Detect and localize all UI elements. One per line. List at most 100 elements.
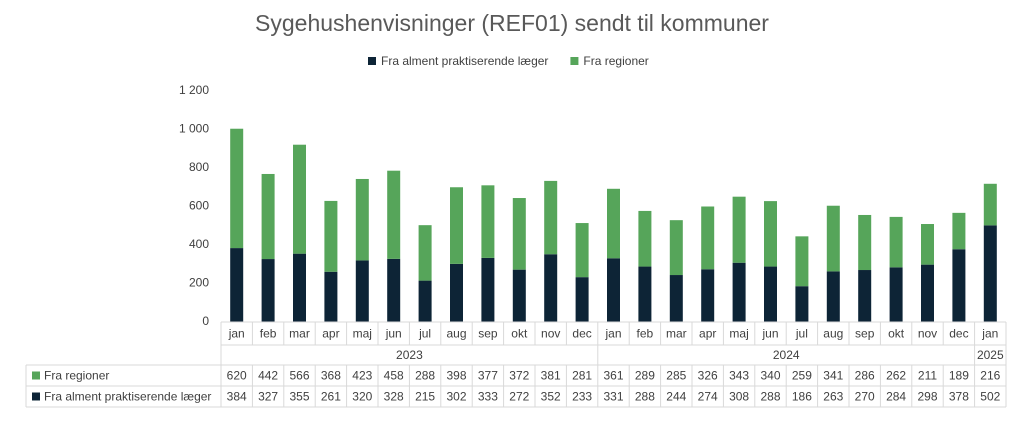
table-value: 285 (666, 369, 686, 383)
x-tick-label: feb (260, 327, 277, 341)
y-tick-label: 800 (189, 160, 209, 174)
x-group-label: 2023 (396, 348, 423, 362)
bar (732, 196, 746, 263)
table-value: 328 (384, 390, 404, 404)
legend-label: Fra regioner (583, 54, 648, 68)
x-tick-label: maj (353, 327, 372, 341)
bar (293, 144, 306, 254)
table-value: 274 (698, 390, 718, 404)
table-value: 270 (855, 390, 875, 404)
x-tick-label: jun (761, 327, 778, 341)
x-group-label: 2024 (773, 348, 800, 362)
bar (230, 128, 244, 249)
x-tick-label: apr (322, 327, 339, 341)
table-value: 272 (509, 390, 529, 404)
table-value: 384 (227, 390, 247, 404)
table-value: 320 (352, 390, 372, 404)
bar (544, 180, 558, 255)
bar (889, 216, 903, 268)
bar (481, 185, 495, 258)
table-value: 326 (698, 369, 718, 383)
y-tick-label: 400 (189, 237, 209, 251)
bar (921, 224, 934, 265)
y-tick-label: 200 (189, 276, 209, 290)
x-tick-label: jul (418, 327, 431, 341)
table-value: 284 (886, 390, 906, 404)
x-tick-label: okt (511, 327, 528, 341)
table-value: 286 (855, 369, 875, 383)
x-tick-label: jul (795, 327, 808, 341)
table-value: 340 (760, 369, 780, 383)
x-tick-label: sep (855, 327, 875, 341)
table-value: 355 (289, 390, 309, 404)
table-value: 381 (541, 369, 561, 383)
bar (324, 200, 338, 272)
bar (732, 262, 746, 322)
bar (921, 264, 934, 322)
table-legend-swatch (32, 392, 40, 401)
x-tick-label: jan (981, 327, 998, 341)
bar (355, 260, 369, 322)
bar (701, 206, 715, 270)
table-value: 263 (823, 390, 843, 404)
table-value: 398 (446, 369, 466, 383)
table-value: 186 (792, 390, 812, 404)
x-tick-label: mar (289, 327, 310, 341)
bar (261, 173, 275, 260)
bar (858, 214, 872, 271)
x-tick-label: jun (385, 327, 402, 341)
bar (481, 257, 495, 322)
table-value: 261 (321, 390, 341, 404)
table-value: 331 (603, 390, 623, 404)
x-group-label: 2025 (977, 348, 1004, 362)
table-value: 620 (227, 369, 247, 383)
bar (512, 198, 526, 270)
bar (764, 266, 777, 322)
table-value: 361 (603, 369, 623, 383)
table-value: 215 (415, 390, 435, 404)
table-value: 288 (760, 390, 780, 404)
y-tick-label: 1 000 (179, 122, 209, 136)
x-tick-label: nov (918, 327, 937, 341)
y-tick-label: 600 (189, 199, 209, 213)
table-value: 566 (289, 369, 309, 383)
bar (355, 178, 369, 261)
bar (669, 220, 683, 276)
bar (826, 205, 840, 272)
x-tick-label: nov (541, 327, 560, 341)
table-value: 288 (635, 390, 655, 404)
table-value: 502 (980, 390, 1000, 404)
table-legend-swatch (32, 371, 40, 380)
bar (450, 263, 463, 322)
table-value: 216 (980, 369, 1000, 383)
table-value: 327 (258, 390, 278, 404)
table-value: 233 (572, 390, 592, 404)
chart-title: Sygehushenvisninger (REF01) sendt til ko… (255, 10, 769, 36)
x-tick-label: aug (823, 327, 843, 341)
bar (387, 170, 401, 259)
bar (858, 270, 872, 322)
bar (387, 258, 401, 322)
legend-label: Fra alment praktiserende læger (381, 54, 548, 68)
x-tick-label: sep (478, 327, 498, 341)
table-value: 281 (572, 369, 592, 383)
bar (952, 212, 966, 250)
bar (764, 201, 777, 267)
table-value: 458 (384, 369, 404, 383)
bar (638, 210, 652, 267)
bar (544, 254, 558, 322)
bar (795, 286, 809, 322)
bar (983, 225, 997, 322)
table-value: 442 (258, 369, 278, 383)
table-value: 308 (729, 390, 749, 404)
bar (983, 183, 997, 226)
bar (512, 269, 526, 322)
table-value: 333 (478, 390, 498, 404)
bar (293, 253, 306, 322)
bar (418, 280, 432, 322)
x-tick-label: jan (604, 327, 621, 341)
y-tick-label: 1 200 (179, 83, 209, 97)
bar (889, 267, 903, 322)
table-value: 341 (823, 369, 843, 383)
